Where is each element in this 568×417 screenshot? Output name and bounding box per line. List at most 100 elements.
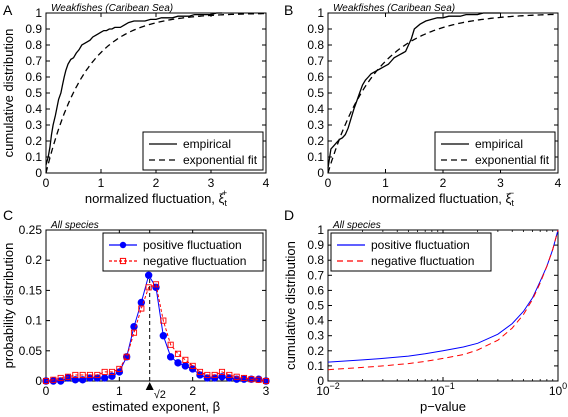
- data-point-positive: [166, 353, 175, 361]
- data-point-negative: [101, 368, 108, 375]
- legend-label: exponential fit: [475, 153, 550, 167]
- legend-label: positive fluctuation: [371, 238, 470, 252]
- data-point-negative: [160, 317, 167, 324]
- data-point-positive: [78, 376, 87, 384]
- y-tick-label: 0: [35, 166, 42, 180]
- y-tick-label: 1: [317, 223, 324, 237]
- data-point-negative: [233, 373, 240, 380]
- y-tick-label: 0.2: [307, 134, 324, 148]
- data-point-negative: [262, 377, 270, 385]
- series-line-0: [45, 12, 222, 166]
- legend-box: [330, 232, 492, 272]
- data-point-positive: [100, 374, 109, 382]
- data-point-positive: [181, 362, 190, 370]
- y-tick-label: 0.6: [307, 283, 324, 297]
- y-tick-label: 0.3: [25, 118, 42, 132]
- y-axis-label: probability distribution: [1, 243, 16, 369]
- data-point-negative: [108, 368, 116, 375]
- chart-panel-d: 00.10.20.30.40.5 0.60.70.80.91 10−2 10−1 100…: [283, 220, 567, 414]
- legend: empirical exponential fit: [142, 131, 264, 171]
- legend-label: exponential fit: [183, 153, 258, 167]
- sqrt2-arrow-icon: [145, 382, 154, 390]
- y-tick-label: 0.3: [307, 329, 324, 343]
- y-tick-label: 0.4: [307, 102, 324, 116]
- chart-panel-b: 00.10.20.30.40.50.60.70.80.910 1 2 3 4Weakfi…: [307, 3, 561, 208]
- y-tick-label: 1: [35, 6, 42, 20]
- y-tick-label: 0.7: [25, 54, 42, 68]
- y-tick-label: 0.6: [307, 70, 324, 84]
- series-line-1: [327, 229, 559, 371]
- data-point-positive: [122, 353, 131, 361]
- series-line-1: [327, 13, 559, 174]
- legend-box: [142, 131, 264, 171]
- y-tick-label: 0.1: [307, 150, 324, 164]
- x-tick-label: 10−1: [431, 381, 455, 398]
- y-tick-label: 0.9: [25, 22, 42, 36]
- legend-marker-square: [119, 257, 127, 265]
- x-tick-label: 100: [549, 381, 567, 398]
- panel-letter-d: D: [284, 207, 294, 223]
- y-tick-label: 0.15: [19, 283, 43, 297]
- y-tick-label: 0.6: [25, 70, 42, 84]
- data-point-negative: [42, 377, 50, 385]
- data-point-negative: [167, 341, 174, 348]
- y-tick-label: 0.9: [307, 238, 324, 252]
- x-tick-label: 0: [325, 176, 332, 190]
- panel-letter-c: C: [3, 207, 13, 223]
- x-tick-label: 2: [153, 176, 160, 190]
- data-point-negative: [50, 376, 57, 383]
- data-point-positive: [218, 373, 226, 381]
- x-tick-label: 1: [382, 176, 389, 190]
- data-point-negative: [138, 305, 145, 312]
- y-tick-label: 0.7: [307, 268, 324, 282]
- data-point-negative: [116, 365, 123, 372]
- data-point-negative: [196, 368, 204, 375]
- x-tick-label: 0: [43, 176, 50, 190]
- legend: positive fluctuation negative fluctuation: [102, 232, 264, 272]
- y-tick-label: 1: [317, 6, 324, 20]
- panel-letter-b: B: [284, 2, 293, 18]
- data-point-negative: [123, 353, 130, 360]
- legend-label: positive fluctuation: [143, 238, 242, 252]
- y-tick-label: 0: [317, 166, 324, 180]
- y-axis-label: cumulative distribution: [1, 29, 16, 158]
- legend: empirical exponential fit: [434, 131, 556, 171]
- data-point-negative: [226, 371, 233, 379]
- y-tick-label: 0.3: [307, 118, 324, 132]
- data-point-negative: [86, 371, 94, 379]
- y-axis-label: cumulative distribution: [283, 241, 298, 370]
- data-point-positive: [71, 376, 80, 384]
- data-point-negative: [79, 371, 86, 379]
- y-tick-label: 0.8: [25, 38, 42, 52]
- legend-label: negative fluctuation: [143, 254, 246, 268]
- data-point-negative: [64, 373, 72, 380]
- x-tick-label: 10−2: [316, 381, 340, 398]
- legend-label: empirical: [475, 137, 523, 151]
- chart-title: All species: [332, 220, 381, 231]
- y-tick-label: 0.7: [307, 54, 324, 68]
- x-tick-label: 0: [43, 384, 50, 398]
- y-tick-label: 0.2: [307, 344, 324, 358]
- y-tick-label: 0.2: [25, 134, 42, 148]
- data-point-positive: [174, 359, 182, 367]
- legend-box: [102, 232, 264, 272]
- y-tick-label: 0.1: [25, 314, 42, 328]
- data-point-negative: [204, 371, 211, 379]
- data-point-negative: [130, 329, 138, 336]
- y-tick-label: 0: [317, 374, 324, 388]
- chart-title: All species: [50, 220, 99, 231]
- series-line-0: [327, 12, 501, 169]
- data-point-positive: [159, 332, 168, 340]
- x-axis-label: p−value: [420, 399, 466, 414]
- series-line-0: [46, 274, 267, 382]
- plot-frame: [45, 229, 267, 382]
- panel-letter-a: A: [3, 2, 13, 18]
- data-point-negative: [72, 371, 79, 379]
- x-tick-label: 3: [497, 176, 504, 190]
- series-line-1: [45, 283, 267, 382]
- y-tick-label: 0.4: [25, 102, 42, 116]
- y-tick-label: 0.5: [307, 299, 324, 313]
- x-tick-label: 3: [208, 176, 215, 190]
- series-line-1: [45, 12, 266, 174]
